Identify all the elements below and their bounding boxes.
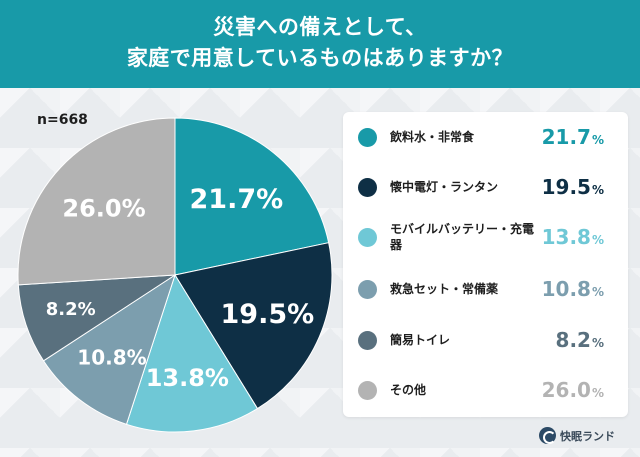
slice-value-label: 21.7%	[190, 184, 284, 215]
legend-value: 19.5%	[541, 175, 604, 199]
legend-label: 簡易トイレ	[390, 333, 451, 347]
pie-slice	[174, 242, 333, 410]
slice-value-label: 13.8%	[146, 364, 229, 392]
chart-title: 災害への備えとして、 家庭で用意しているものはありますか？	[0, 0, 640, 88]
legend-item: 救急セット・常備薬 10.8%	[343, 264, 628, 314]
legend-item: その他 26.0%	[343, 365, 628, 415]
legend-item: モバイルバッテリー・充電器 13.8%	[343, 212, 628, 262]
pie-slice	[17, 117, 176, 286]
slice-value-label: 10.8%	[77, 345, 146, 369]
legend-label: その他	[390, 383, 427, 397]
legend-label: 懐中電灯・ランタン	[390, 180, 499, 194]
pie-svg: 21.7% 19.5% 13.8%10.8% 8.2% 26.0%	[17, 117, 333, 433]
legend-label: 救急セット・常備薬	[390, 282, 499, 296]
legend-swatch	[358, 330, 377, 350]
legend-label: モバイルバッテリー・充電器	[390, 222, 535, 252]
legend-swatch	[358, 380, 377, 400]
title-line-2: 家庭で用意しているものはありますか？	[126, 46, 514, 70]
legend-panel: 飲料水・非常食 21.7% 懐中電灯・ランタン 19.5% モバイルバッテリー・充電器 1…	[343, 112, 628, 417]
brand-name: 快眠ランド	[560, 429, 615, 443]
legend-label: 飲料水・非常食	[390, 130, 475, 144]
legend-value: 21.7%	[541, 125, 604, 149]
pie-slice	[174, 117, 330, 276]
pie-slice	[42, 273, 176, 425]
legend-swatch	[358, 127, 377, 147]
brand-logo: 快眠ランド	[539, 427, 615, 444]
legend-swatch	[358, 279, 377, 299]
legend-item: 飲料水・非常食 21.7%	[343, 112, 628, 162]
legend-value: 13.8%	[541, 225, 604, 249]
legend-value: 26.0%	[541, 378, 604, 402]
legend-value: 8.2%	[555, 328, 604, 352]
slice-value-label: 19.5%	[221, 299, 315, 330]
pie-slice	[125, 273, 259, 433]
legend-item: 簡易トイレ 8.2%	[343, 315, 628, 365]
legend-swatch	[358, 177, 377, 197]
title-line-1: 災害への備えとして、	[213, 15, 427, 39]
slice-value-label: 8.2%	[46, 299, 96, 320]
legend-swatch	[358, 227, 377, 247]
legend-item: 懐中電灯・ランタン 19.5%	[343, 162, 628, 212]
pie-chart: 21.7% 19.5% 13.8% 10.8% 8.2% 26.0%	[17, 117, 333, 433]
sample-size: n=668	[37, 112, 88, 128]
legend-value: 10.8%	[541, 277, 604, 301]
slice-value-label: 26.0%	[62, 194, 145, 222]
brand-icon	[539, 427, 556, 444]
